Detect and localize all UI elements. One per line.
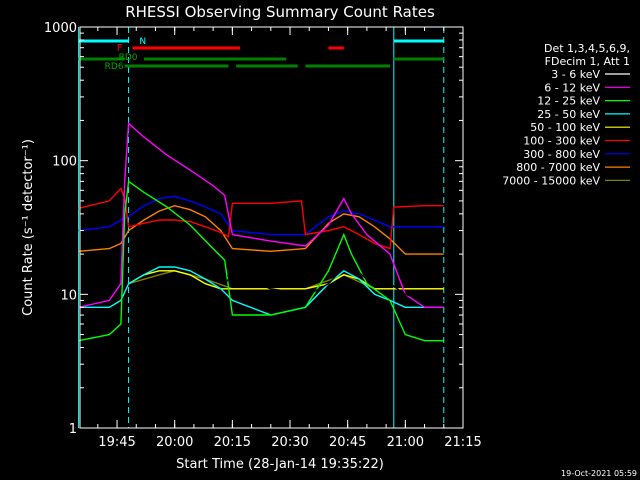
- x-axis-label: Start Time (28-Jan-14 19:35:22): [176, 457, 384, 472]
- series-line-6-12-kev: [78, 121, 444, 308]
- flag-label-rd6: RD6: [105, 62, 124, 72]
- y-tick-label-1000: 1000: [44, 21, 77, 36]
- legend-entry-label: 100 - 300 keV: [523, 135, 600, 148]
- plot-frame: [79, 26, 464, 429]
- legend-entry-label: 300 - 800 keV: [523, 148, 600, 161]
- x-tick-label-2045: 20:45: [329, 435, 366, 450]
- y-axis-label: Count Rate (s⁻¹ detector⁻¹): [21, 139, 36, 316]
- series-line-3-6-kev: [128, 236, 444, 302]
- y-tick-label-1: 1: [69, 422, 77, 437]
- y-tick-label-10: 10: [60, 288, 77, 303]
- legend-entry-label: 800 - 7000 keV: [516, 161, 600, 174]
- series-line-25-50-kev: [78, 266, 444, 316]
- legend-entry-label: 50 - 100 keV: [530, 121, 600, 134]
- series-line-100-300-kev: [78, 187, 444, 250]
- legend: Det 1,3,4,5,6,9,FDecim 1, Att 13 - 6 keV…: [502, 42, 630, 187]
- timestamp: 19-Oct-2021 05:59: [561, 469, 637, 478]
- series-line-300-800-kev: [78, 195, 444, 236]
- series-line-50-100-kev: [128, 270, 444, 290]
- y-tick-label-100: 100: [52, 155, 77, 170]
- series-line-800-7000-kev: [78, 204, 444, 255]
- flag-label-rd0: RD0: [119, 53, 138, 63]
- flag-label-n: N: [139, 37, 146, 47]
- x-tick-label-2100: 21:00: [387, 435, 424, 450]
- axes: 1 10 100 1000 19:45 20:00 20:15 20:30 20:45 21:00…: [21, 21, 482, 450]
- flag-label-f: F: [117, 43, 123, 54]
- legend-entry-label: 7000 - 15000 keV: [502, 174, 600, 187]
- chart-title: RHESSI Observing Summary Count Rates: [125, 3, 435, 21]
- legend-header-line: Det 1,3,4,5,6,9,: [544, 42, 630, 55]
- x-tick-label-2115: 21:15: [444, 435, 481, 450]
- legend-entry-label: 3 - 6 keV: [551, 68, 600, 81]
- legend-entry-label: 25 - 50 keV: [537, 108, 600, 121]
- legend-entry-label: 6 - 12 keV: [544, 81, 600, 94]
- series-line-12-25-kev: [78, 180, 444, 342]
- legend-header-line: FDecim 1, Att 1: [545, 55, 630, 68]
- x-tick-label-1945: 19:45: [98, 435, 135, 450]
- x-tick-label-2015: 20:15: [214, 435, 251, 450]
- x-tick-label-2000: 20:00: [156, 435, 193, 450]
- x-tick-label-2030: 20:30: [271, 435, 308, 450]
- legend-entry-label: 12 - 25 keV: [537, 95, 600, 108]
